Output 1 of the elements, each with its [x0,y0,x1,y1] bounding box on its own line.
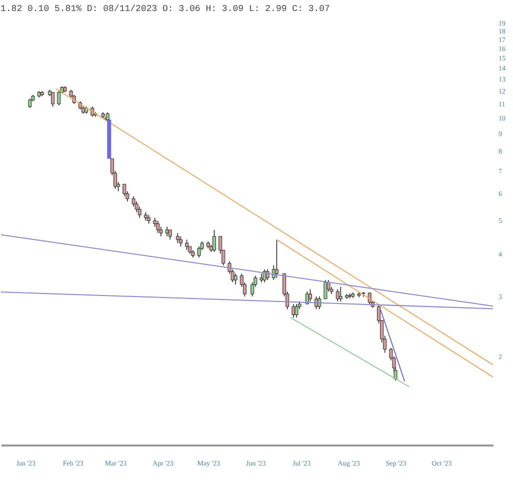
chart-title: 1.82 0.10 5.81% D: 08/11/2023 O: 3.06 H: 3.09 L: 2.99 C: 3.07 [0,4,330,14]
